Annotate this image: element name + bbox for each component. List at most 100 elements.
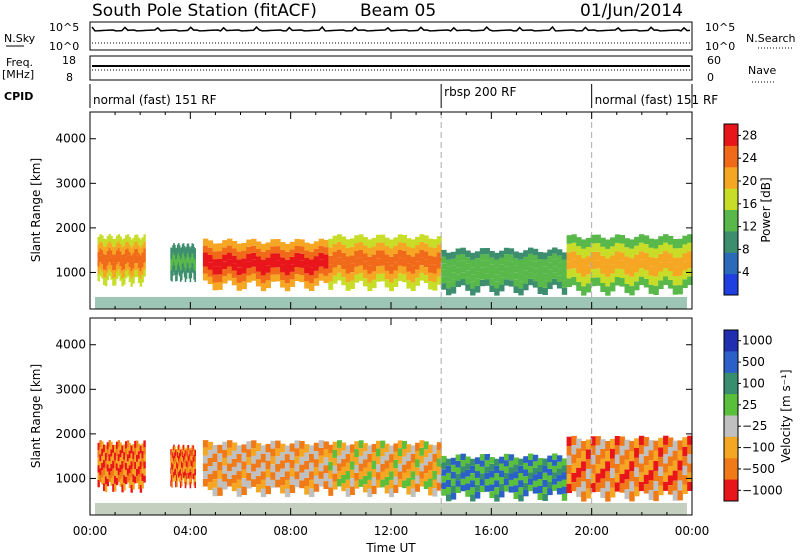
echo-cell bbox=[178, 250, 181, 256]
echo-cell bbox=[384, 452, 390, 461]
echo-cell bbox=[337, 478, 342, 487]
echo-cell bbox=[663, 251, 669, 260]
echo-cell bbox=[371, 254, 377, 263]
echo-cell bbox=[174, 452, 176, 458]
echo-cell bbox=[189, 276, 192, 283]
echo-cell bbox=[217, 444, 223, 454]
echo-cell bbox=[284, 445, 291, 455]
echo-cell bbox=[192, 258, 195, 264]
echo-cell bbox=[130, 255, 133, 264]
echo-cell bbox=[99, 461, 102, 469]
echo-cell bbox=[499, 264, 505, 272]
echo-cell bbox=[227, 455, 233, 464]
echo-cell bbox=[523, 270, 529, 277]
echo-cell bbox=[610, 458, 616, 469]
echo-cell bbox=[137, 245, 141, 253]
echo-cell bbox=[432, 479, 438, 488]
echo-cell bbox=[397, 471, 403, 480]
echo-cell bbox=[126, 241, 130, 249]
echo-cell bbox=[687, 472, 693, 482]
echo-cell bbox=[318, 259, 324, 267]
echo-cell bbox=[114, 246, 117, 255]
echo-cell bbox=[556, 488, 563, 495]
echo-cell bbox=[672, 276, 679, 286]
echo-cell bbox=[677, 257, 683, 267]
echo-cell bbox=[523, 250, 529, 257]
echo-cell bbox=[186, 473, 189, 479]
echo-cell bbox=[484, 460, 490, 467]
echo-cell bbox=[119, 464, 122, 472]
echo-cell bbox=[600, 282, 606, 292]
echo-cell bbox=[350, 280, 355, 289]
echo-cell bbox=[687, 444, 693, 455]
echo-cell bbox=[99, 269, 102, 277]
echo-cell bbox=[119, 243, 122, 252]
echo-cell bbox=[190, 256, 193, 263]
echo-cell bbox=[139, 461, 143, 470]
echo-cell bbox=[136, 241, 139, 249]
echo-cell bbox=[337, 440, 342, 448]
echo-cell bbox=[406, 469, 412, 478]
echo-cell bbox=[410, 248, 416, 257]
echo-cell bbox=[136, 454, 139, 462]
echo-cell bbox=[191, 456, 194, 462]
echo-cell bbox=[180, 479, 183, 487]
echo-cell bbox=[103, 277, 106, 285]
echo-cell bbox=[227, 273, 233, 281]
echo-cell bbox=[547, 475, 553, 482]
echo-cell bbox=[181, 263, 184, 269]
echo-cell bbox=[255, 467, 262, 476]
echo-cell bbox=[134, 462, 137, 470]
echo-cell bbox=[328, 247, 334, 256]
echo-cell bbox=[552, 260, 558, 267]
echo-cell bbox=[110, 265, 113, 273]
echo-cell bbox=[139, 263, 143, 271]
echo-cell bbox=[304, 265, 310, 274]
echo-cell bbox=[332, 449, 338, 458]
echo-cell bbox=[658, 280, 664, 290]
echo-cell bbox=[313, 256, 320, 264]
echo-cell bbox=[110, 243, 113, 251]
echo-cell bbox=[119, 236, 122, 244]
echo-cell bbox=[309, 445, 315, 454]
echo-cell bbox=[428, 247, 433, 256]
echo-cell bbox=[363, 261, 368, 270]
echo-cell bbox=[518, 252, 524, 260]
echo-cell bbox=[137, 267, 141, 276]
echo-cell bbox=[376, 258, 381, 267]
echo-cell bbox=[255, 476, 262, 485]
echo-cell bbox=[376, 242, 381, 251]
echo-cell bbox=[180, 274, 183, 281]
echo-cell bbox=[415, 467, 420, 476]
echo-cell bbox=[177, 249, 179, 255]
echo-cell bbox=[270, 464, 276, 473]
echo-cell bbox=[532, 461, 539, 468]
echo-cell bbox=[648, 490, 654, 500]
echo-cell bbox=[184, 259, 187, 266]
echo-cell bbox=[576, 272, 582, 282]
echo-cell bbox=[181, 474, 184, 480]
echo-cell bbox=[170, 480, 172, 487]
echo-cell bbox=[687, 276, 693, 285]
echo-cell bbox=[556, 249, 563, 256]
echo-cell bbox=[638, 463, 645, 473]
echo-cell bbox=[101, 257, 104, 265]
echo-cell bbox=[513, 258, 519, 266]
echo-cell bbox=[423, 481, 429, 489]
echo-cell bbox=[227, 238, 233, 246]
echo-cell bbox=[585, 449, 592, 460]
cpid-segment-label: normal (fast) 151 RF bbox=[595, 93, 719, 107]
echo-cell bbox=[648, 257, 654, 267]
echo-cell bbox=[137, 252, 141, 261]
echo-cell bbox=[687, 481, 693, 491]
echo-cell bbox=[605, 471, 611, 482]
echo-cell bbox=[309, 471, 315, 480]
echo-cell bbox=[189, 265, 192, 271]
echo-cell bbox=[125, 448, 128, 456]
echo-cell bbox=[406, 255, 412, 264]
echo-cell bbox=[227, 440, 233, 448]
echo-cell bbox=[590, 464, 597, 474]
echo-cell bbox=[284, 259, 291, 268]
